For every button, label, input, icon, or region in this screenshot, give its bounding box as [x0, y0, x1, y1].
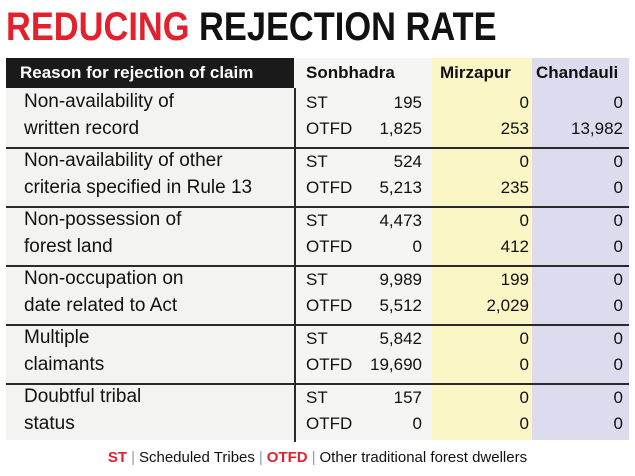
- mirzapur-value: 0: [519, 93, 529, 112]
- legend-separator: |: [131, 449, 135, 466]
- legend: ST | Scheduled Tribes | OTFD | Other tradition…: [0, 444, 635, 472]
- mirzapur-value: 0: [519, 329, 529, 348]
- mirzapur-value: 0: [519, 414, 529, 433]
- sonbhadra-value: 5,842: [379, 329, 422, 348]
- row-divider: [6, 383, 629, 385]
- chandauli-value: 0: [613, 237, 623, 256]
- table-row: Non-occupation on date related to Act ST 9,…: [6, 265, 629, 324]
- reason-text: Non-possession of: [24, 209, 182, 230]
- legend-otfd-text: Other traditional forest dwellers: [319, 449, 528, 466]
- category-label: ST: [306, 93, 328, 112]
- column-divider: [294, 88, 296, 147]
- category-label: OTFD: [306, 296, 353, 315]
- legend-otfd-abbr: OTFD: [266, 449, 308, 466]
- chandauli-value: 13,982: [571, 119, 623, 138]
- reason-text: Doubtful tribal: [24, 386, 142, 407]
- column-divider: [294, 147, 296, 206]
- chandauli-value: 0: [613, 296, 623, 315]
- chandauli-column-bg: [532, 58, 629, 440]
- chandauli-value: 0: [613, 329, 623, 348]
- chandauli-value: 0: [613, 355, 623, 374]
- sonbhadra-value: 9,989: [379, 270, 422, 289]
- category-label: OTFD: [306, 178, 353, 197]
- header-sonbhadra: Sonbhadra: [306, 63, 395, 82]
- legend-separator: |: [258, 449, 263, 466]
- reason-text: Non-occupation on: [24, 268, 184, 289]
- mirzapur-value: 0: [519, 152, 529, 171]
- reason-text: criteria specified in Rule 13: [24, 177, 253, 198]
- mirzapur-value: 412: [500, 237, 529, 256]
- reason-column-bg: [6, 58, 294, 440]
- chandauli-value: 0: [613, 178, 623, 197]
- page-title: REDUCING REJECTION RATE: [6, 2, 497, 52]
- chandauli-value: 0: [613, 152, 623, 171]
- reason-text: forest land: [24, 236, 113, 257]
- reason-text: date related to Act: [24, 295, 178, 316]
- sonbhadra-value: 524: [393, 152, 422, 171]
- reason-text: claimants: [24, 354, 105, 375]
- category-label: ST: [306, 329, 328, 348]
- chandauli-value: 0: [613, 211, 623, 230]
- sonbhadra-value: 19,690: [370, 355, 422, 374]
- mirzapur-value: 2,029: [486, 296, 529, 315]
- table-row: Multiple claimants ST 5,842 0 0 OTFD 19,690 0 0: [6, 324, 629, 383]
- column-divider: [294, 383, 296, 442]
- mirzapur-value: 0: [519, 388, 529, 407]
- row-divider: [6, 324, 629, 326]
- category-label: ST: [306, 152, 328, 171]
- table-row: Non-availability of other criteria specif…: [6, 147, 629, 206]
- reason-text: written record: [24, 118, 140, 139]
- sonbhadra-value: 0: [412, 414, 422, 433]
- title-highlight: REDUCING: [6, 5, 190, 49]
- mirzapur-value: 235: [500, 178, 529, 197]
- chandauli-value: 0: [613, 270, 623, 289]
- mirzapur-column-bg: [432, 58, 532, 440]
- table-row: Doubtful tribal status ST 157 0 0 OTFD 0 0 0: [6, 383, 629, 442]
- mirzapur-value: 0: [519, 355, 529, 374]
- mirzapur-value: 0: [519, 211, 529, 230]
- category-label: ST: [306, 388, 328, 407]
- rejection-table: Reason for rejection of claim Sonbhadra …: [6, 58, 629, 442]
- sonbhadra-value: 157: [393, 388, 422, 407]
- category-label: ST: [306, 211, 328, 230]
- title-rest: REJECTION RATE: [199, 5, 497, 49]
- reason-text: Non-availability of: [24, 91, 174, 112]
- table-row: Non-possession of forest land ST 4,473 0 0 OTF…: [6, 206, 629, 265]
- legend-st-abbr: ST: [107, 449, 128, 466]
- chandauli-value: 0: [613, 414, 623, 433]
- column-divider: [294, 206, 296, 265]
- sonbhadra-value: 4,473: [379, 211, 422, 230]
- sonbhadra-value: 0: [412, 237, 422, 256]
- header-reason: Reason for rejection of claim: [6, 58, 294, 88]
- sonbhadra-value: 5,213: [379, 178, 422, 197]
- row-divider: [6, 147, 629, 149]
- column-divider: [294, 324, 296, 383]
- header-chandauli: Chandauli: [536, 63, 619, 82]
- legend-separator: |: [311, 449, 316, 466]
- row-divider: [6, 206, 629, 208]
- chandauli-value: 0: [613, 93, 623, 112]
- mirzapur-value: 253: [500, 119, 529, 138]
- category-label: OTFD: [306, 237, 353, 256]
- reason-text: status: [24, 413, 75, 434]
- column-divider: [294, 265, 296, 324]
- table-row: Non-availability of written record ST 195 0 0…: [6, 88, 629, 147]
- category-label: OTFD: [306, 119, 353, 138]
- sonbhadra-value: 195: [393, 93, 422, 112]
- category-label: ST: [306, 270, 328, 289]
- reason-text: Multiple: [24, 327, 90, 348]
- sonbhadra-value: 5,512: [379, 296, 422, 315]
- sonbhadra-value: 1,825: [379, 119, 422, 138]
- mirzapur-value: 199: [500, 270, 529, 289]
- legend-st-text: Scheduled Tribes: [138, 449, 255, 466]
- category-label: OTFD: [306, 355, 353, 374]
- category-label: OTFD: [306, 414, 353, 433]
- sonbhadra-column-bg: [294, 58, 432, 440]
- header-mirzapur: Mirzapur: [440, 63, 511, 82]
- reason-text: Non-availability of other: [24, 150, 223, 171]
- chandauli-value: 0: [613, 388, 623, 407]
- row-divider: [6, 265, 629, 267]
